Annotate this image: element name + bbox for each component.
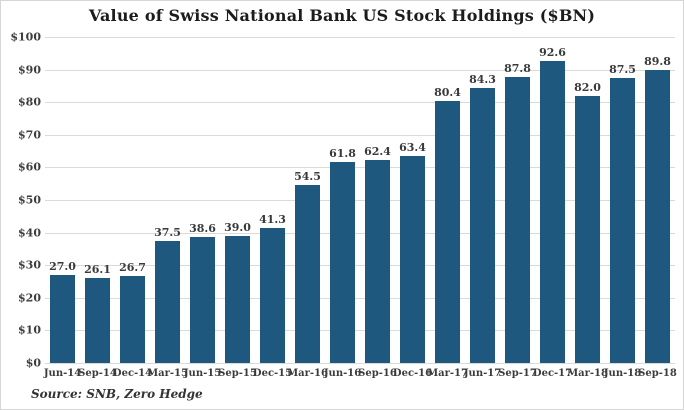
bar-value-label: 89.8 bbox=[644, 55, 671, 69]
y-axis-label: $70 bbox=[18, 128, 41, 142]
bar bbox=[540, 61, 565, 363]
bar bbox=[435, 100, 460, 363]
gridline bbox=[45, 265, 675, 267]
gridline bbox=[45, 330, 675, 332]
bar bbox=[295, 185, 320, 363]
bar-value-label: 80.4 bbox=[434, 85, 461, 99]
bar-column: 39.0 Sep-15 bbox=[218, 37, 257, 383]
x-axis-label: Jun-14 bbox=[43, 367, 82, 379]
bar bbox=[645, 70, 670, 363]
bar-value-label: 26.1 bbox=[84, 262, 111, 276]
x-axis-label: Mar-18 bbox=[567, 367, 608, 379]
gridline bbox=[45, 200, 675, 201]
gridline bbox=[45, 232, 675, 234]
y-axis-label: $80 bbox=[18, 95, 41, 109]
bar-value-label: 38.6 bbox=[189, 222, 216, 236]
gridline bbox=[45, 37, 675, 38]
bar-column: 63.4 Dec-16 bbox=[392, 37, 433, 383]
y-axis-label: $90 bbox=[18, 63, 41, 77]
x-axis-label: Sep-17 bbox=[498, 367, 537, 379]
bar-value-label: 37.5 bbox=[154, 225, 181, 239]
bar-column: 80.4 Mar-17 bbox=[427, 37, 468, 383]
bar-value-label: 87.8 bbox=[504, 61, 531, 75]
chart-title: Value of Swiss National Bank US Stock Ho… bbox=[88, 6, 596, 25]
x-axis-label: Jun-15 bbox=[183, 367, 222, 379]
bar bbox=[155, 240, 180, 363]
bar bbox=[365, 159, 390, 363]
x-axis-label: Mar-17 bbox=[427, 367, 468, 379]
bar-column: 37.5 Mar-15 bbox=[147, 37, 188, 383]
x-axis-label: Sep-16 bbox=[358, 367, 397, 379]
bar bbox=[470, 88, 495, 363]
y-axis-label: $20 bbox=[18, 291, 41, 305]
bar-value-label: 39.0 bbox=[224, 220, 251, 234]
bar-column: 26.7 Dec-14 bbox=[112, 37, 153, 383]
x-axis-label: Mar-15 bbox=[147, 367, 188, 379]
bar bbox=[575, 95, 600, 363]
bar-column: 27.0 Jun-14 bbox=[43, 37, 82, 383]
bar-column: 92.6 Dec-17 bbox=[532, 37, 573, 383]
bar-column: 87.8 Sep-17 bbox=[498, 37, 537, 383]
bar-column: 82.0 Mar-18 bbox=[567, 37, 608, 383]
gridline bbox=[45, 134, 675, 136]
bar-column: 84.3 Jun-17 bbox=[463, 37, 502, 383]
y-axis-label: $0 bbox=[25, 356, 41, 370]
bar bbox=[260, 228, 285, 363]
bar bbox=[330, 161, 355, 363]
bar bbox=[120, 275, 145, 363]
bar bbox=[190, 237, 215, 363]
source-note: Source: SNB, Zero Hedge bbox=[31, 387, 203, 401]
bar-column: 87.5 Jun-18 bbox=[603, 37, 642, 383]
x-axis-label: Jun-17 bbox=[463, 367, 502, 379]
bar-value-label: 61.8 bbox=[329, 146, 356, 160]
bar bbox=[225, 235, 250, 363]
bar-value-label: 41.3 bbox=[259, 213, 286, 227]
x-axis-label: Dec-14 bbox=[112, 367, 153, 379]
bar-value-label: 63.4 bbox=[399, 141, 426, 155]
gridline bbox=[45, 102, 675, 104]
x-axis-label: Jun-16 bbox=[323, 367, 362, 379]
x-axis-label: Sep-15 bbox=[218, 367, 257, 379]
y-axis-label: $10 bbox=[18, 323, 41, 337]
x-axis-label: Dec-15 bbox=[252, 367, 293, 379]
bar-value-label: 82.0 bbox=[574, 80, 601, 94]
bar-column: 38.6 Jun-15 bbox=[183, 37, 222, 383]
x-axis-label: Jun-18 bbox=[603, 367, 642, 379]
y-axis-label: $30 bbox=[18, 258, 41, 272]
bar-column: 62.4 Sep-16 bbox=[358, 37, 397, 383]
x-axis-label: Dec-16 bbox=[392, 367, 433, 379]
gridline bbox=[45, 297, 675, 299]
x-axis-label: Dec-17 bbox=[532, 367, 573, 379]
y-axis-label: $100 bbox=[10, 30, 41, 44]
bar-value-label: 84.3 bbox=[469, 73, 496, 87]
x-axis-label: Sep-18 bbox=[638, 367, 677, 379]
gridline bbox=[45, 69, 675, 71]
bar-value-label: 87.5 bbox=[609, 62, 636, 76]
plot-area: 27.0 Jun-14 26.1 Sep-14 26.7 Dec-14 37.5 Mar-15… bbox=[44, 37, 677, 379]
bar-value-label: 62.4 bbox=[364, 144, 391, 158]
x-axis-label: Mar-16 bbox=[287, 367, 328, 379]
bars-layer: 27.0 Jun-14 26.1 Sep-14 26.7 Dec-14 37.5 Mar-15… bbox=[43, 37, 677, 383]
gridline bbox=[45, 363, 675, 364]
bar-column: 41.3 Dec-15 bbox=[252, 37, 293, 383]
bar-value-label: 26.7 bbox=[119, 260, 146, 274]
bar-column: 89.8 Sep-18 bbox=[638, 37, 677, 383]
bar-column: 26.1 Sep-14 bbox=[78, 37, 117, 383]
y-axis-label: $50 bbox=[18, 193, 41, 207]
bar-column: 61.8 Jun-16 bbox=[323, 37, 362, 383]
bar bbox=[50, 274, 75, 363]
y-axis-label: $40 bbox=[18, 226, 41, 240]
bar bbox=[610, 77, 635, 363]
bar-column: 54.5 Mar-16 bbox=[287, 37, 328, 383]
gridline bbox=[45, 167, 675, 169]
x-axis-label: Sep-14 bbox=[78, 367, 117, 379]
bar-value-label: 27.0 bbox=[49, 259, 76, 273]
bar bbox=[85, 277, 110, 363]
bar bbox=[400, 156, 425, 363]
bar-value-label: 92.6 bbox=[539, 46, 566, 60]
bar-value-label: 54.5 bbox=[294, 170, 321, 184]
y-axis-label: $60 bbox=[18, 160, 41, 174]
bar bbox=[505, 76, 530, 363]
